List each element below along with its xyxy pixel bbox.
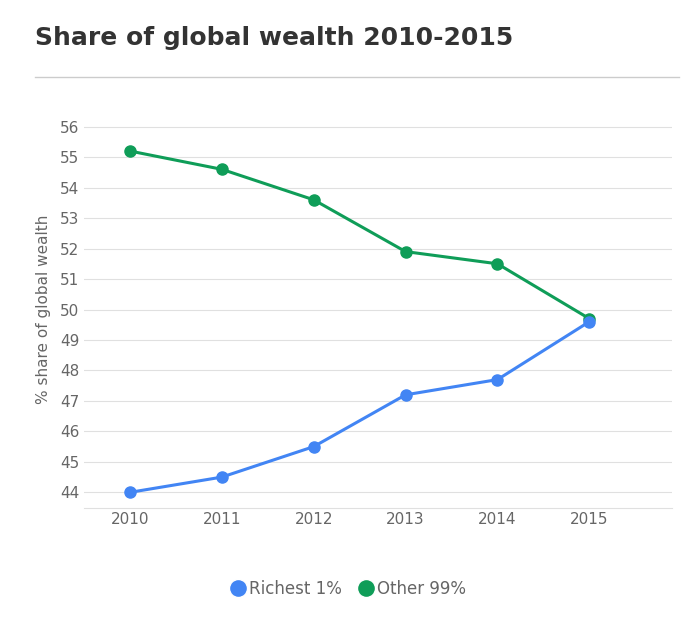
Y-axis label: % share of global wealth: % share of global wealth <box>36 215 51 404</box>
Text: Share of global wealth 2010-2015: Share of global wealth 2010-2015 <box>35 25 513 50</box>
Legend: Richest 1%, Other 99%: Richest 1%, Other 99% <box>228 573 472 605</box>
